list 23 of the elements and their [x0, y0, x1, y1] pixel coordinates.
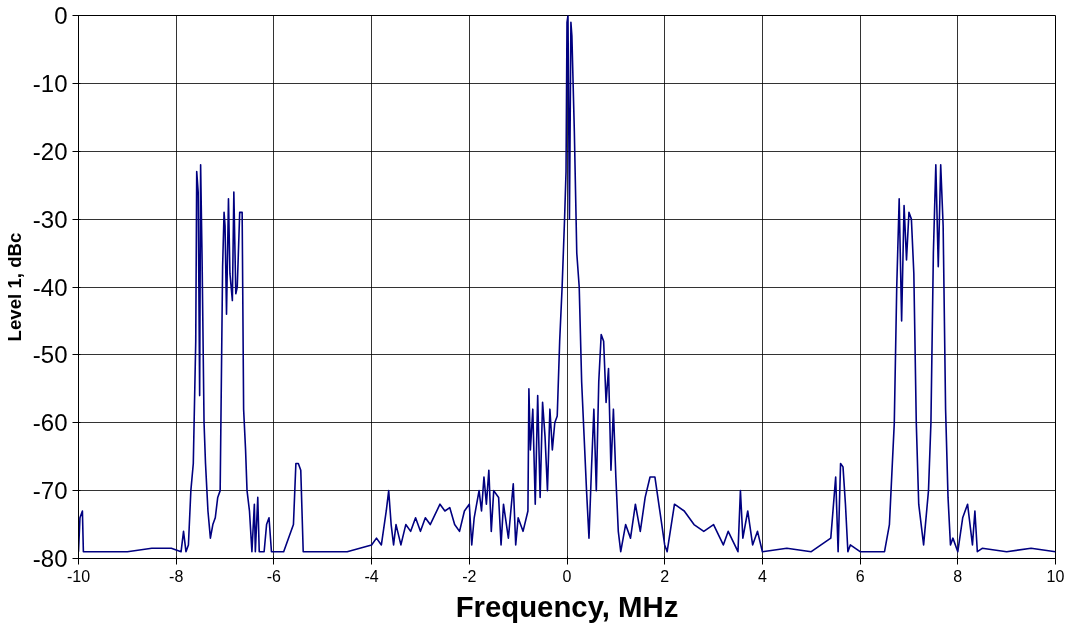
y-tick-label: -20 [32, 137, 68, 165]
y-tick-label: -50 [32, 341, 68, 369]
y-tick-label: -70 [32, 477, 68, 505]
line-series [78, 15, 1056, 553]
x-tick-label: -4 [364, 567, 379, 585]
y-axis-title: Level 1, dBc [3, 232, 25, 342]
y-tick-label: -40 [32, 273, 68, 301]
y-tick-label: -30 [32, 205, 68, 233]
x-tick-label: -6 [266, 567, 282, 585]
x-tick-label: 6 [855, 567, 865, 585]
x-tick-label: -10 [66, 567, 91, 585]
x-tick-label: 2 [660, 567, 670, 585]
x-tick-label: 0 [562, 567, 572, 585]
x-tick-label: 8 [953, 567, 963, 585]
y-tick-label: 0 [54, 2, 68, 29]
x-tick-label: -2 [462, 567, 477, 585]
y-tick-label: -10 [32, 69, 68, 97]
x-tick-label: 4 [757, 567, 767, 585]
x-axis-title: Frequency, MHz [455, 589, 679, 623]
x-tick-label: -8 [169, 567, 184, 585]
x-tick-label: 10 [1046, 567, 1065, 585]
y-tick-label: -80 [32, 545, 68, 572]
y-tick-label: -60 [32, 409, 68, 437]
